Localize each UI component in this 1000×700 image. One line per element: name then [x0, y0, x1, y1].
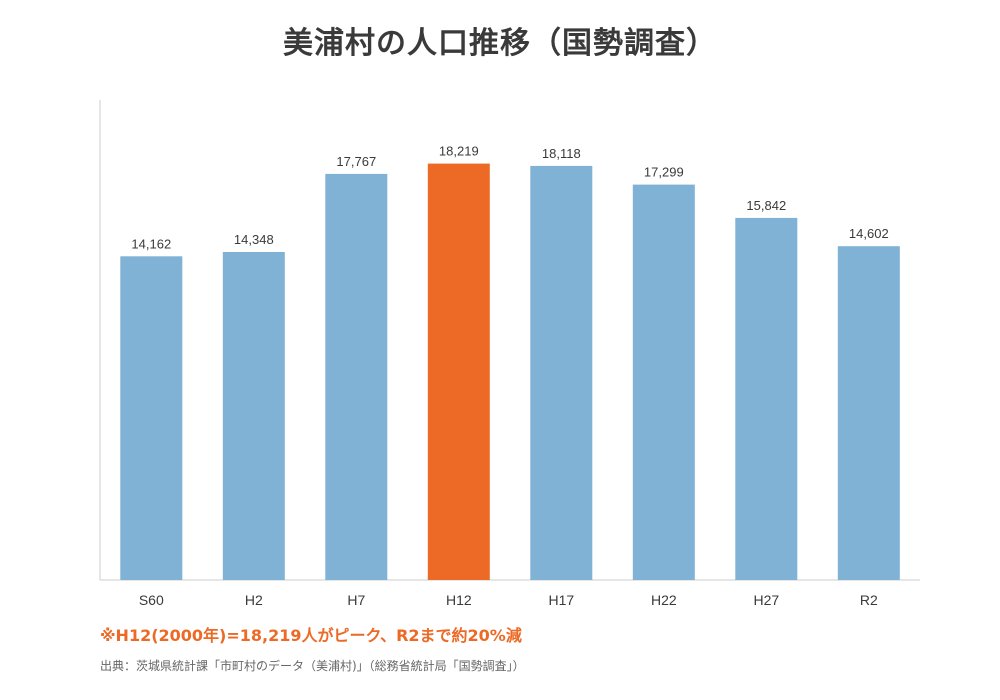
note-text: ※H12(2000年)=18,219人がピーク、R2まで約20%減	[100, 626, 522, 645]
bars-group	[120, 163, 900, 580]
value-label-s60: 14,162	[131, 236, 171, 251]
bar-h27	[735, 217, 798, 580]
bar-h12	[427, 163, 490, 580]
value-labels-group: 14,162 14,348 17,767 18,219 18,118 17,299 15,8…	[131, 144, 888, 252]
bar-h17	[530, 165, 593, 580]
value-label-h12: 18,219	[439, 144, 479, 159]
x-tick-label-h17: H17	[548, 592, 574, 608]
x-tick-label-h22: H22	[651, 592, 677, 608]
tick-labels-group: S60 H2 H7 H12 H17 H22 H27 R2	[139, 592, 878, 608]
value-label-h22: 17,299	[644, 165, 684, 180]
value-label-h2: 14,348	[234, 232, 274, 247]
x-tick-label-h7: H7	[347, 592, 365, 608]
bar-r2	[837, 246, 900, 580]
x-tick-label-h2: H2	[245, 592, 263, 608]
x-tick-label-h27: H27	[753, 592, 779, 608]
chart-title: 美浦村の人口推移（国勢調査）	[283, 26, 717, 61]
bar-h2	[222, 252, 285, 580]
value-label-h17: 18,118	[542, 146, 581, 161]
bar-h22	[632, 184, 695, 580]
value-label-r2: 14,602	[849, 226, 889, 241]
x-tick-label-r2: R2	[860, 592, 878, 608]
bar-s60	[120, 256, 183, 580]
bar-h7	[325, 173, 388, 580]
value-label-h27: 15,842	[746, 198, 786, 213]
x-tick-label-s60: S60	[139, 592, 164, 608]
value-label-h7: 17,767	[336, 154, 376, 169]
x-tick-label-h12: H12	[446, 592, 472, 608]
source-text: 出典：茨城県統計課「市町村のデータ（美浦村)」（総務省統計局「国勢調査」）	[100, 659, 525, 673]
